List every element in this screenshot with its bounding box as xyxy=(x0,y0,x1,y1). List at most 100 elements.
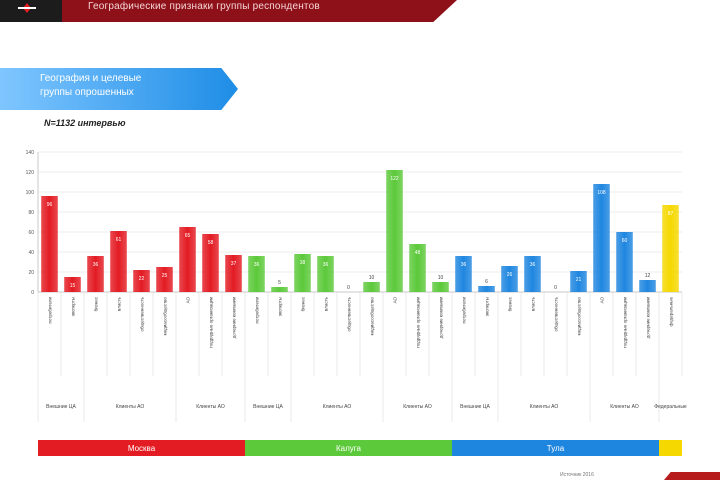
region-label: Москва xyxy=(128,444,156,453)
region-label: Калуга xyxy=(336,444,362,453)
bar xyxy=(409,244,426,292)
bar-value-label: 10 xyxy=(369,275,375,281)
bar-value-label: 65 xyxy=(185,233,191,239)
bar-value-label: 60 xyxy=(622,238,628,244)
brand-block xyxy=(0,0,62,22)
x-tick-label: дочерние компании xyxy=(439,297,444,339)
x-tick-label: власть xyxy=(324,296,329,311)
bar xyxy=(501,266,518,292)
x-tick-label: потребители xyxy=(462,297,467,324)
group-label: Федеральные xyxy=(654,404,687,410)
x-tick-label: АО xyxy=(186,297,191,304)
bar-value-label: 36 xyxy=(323,262,329,268)
bar-value-label: 96 xyxy=(47,202,53,208)
bar xyxy=(87,256,104,292)
x-tick-label: бизнес xyxy=(508,296,513,311)
section-title-line1: География и целевые xyxy=(40,73,142,84)
bar xyxy=(317,256,334,292)
group-label: Клиенты АО xyxy=(403,404,432,410)
bar xyxy=(593,184,610,292)
x-tick-label: потребители xyxy=(48,297,53,324)
bar xyxy=(271,287,288,292)
x-tick-label: федеральные xyxy=(669,297,674,327)
x-tick-label: потребители xyxy=(255,297,260,324)
bar-value-label: 10 xyxy=(438,275,444,281)
y-tick-label: 40 xyxy=(28,250,34,256)
sample-size-note: N=1132 интервью xyxy=(44,118,126,128)
x-tick-label: эксперты xyxy=(278,297,283,316)
bar xyxy=(202,234,219,292)
y-tick-label: 120 xyxy=(26,170,35,176)
footer-tab xyxy=(664,472,720,480)
group-label: Внешние ЦА xyxy=(460,404,490,410)
bar xyxy=(64,277,81,292)
bar-value-label: 25 xyxy=(162,273,168,279)
bar xyxy=(639,280,656,292)
bar xyxy=(386,170,403,292)
group-label: Клиенты АО xyxy=(530,404,559,410)
footer-note: Источник 2016 xyxy=(560,472,594,478)
bar xyxy=(133,270,150,292)
bar xyxy=(110,231,127,292)
company-logo xyxy=(18,3,36,13)
bar-value-label: 87 xyxy=(668,211,674,217)
y-tick-label: 0 xyxy=(31,290,34,296)
y-tick-label: 20 xyxy=(28,270,34,276)
bar xyxy=(455,256,472,292)
region-band xyxy=(659,440,682,456)
y-tick-label: 140 xyxy=(26,150,35,156)
bar-value-label: 38 xyxy=(300,260,306,266)
bar-value-label: 108 xyxy=(597,190,606,196)
group-label: Клиенты АО xyxy=(323,404,352,410)
x-tick-label: эксперты xyxy=(71,297,76,316)
x-tick-label: подрядные организации xyxy=(623,297,628,348)
title-band xyxy=(62,0,457,22)
bar-value-label: 37 xyxy=(231,261,237,267)
bar-value-label: 21 xyxy=(576,277,582,283)
bar-value-label: 48 xyxy=(415,250,421,256)
group-label: Внешние ЦА xyxy=(46,404,76,410)
bar xyxy=(616,232,633,292)
x-tick-label: медиасообщество xyxy=(577,297,582,336)
page-title: Географические признаки группы респонден… xyxy=(88,1,320,12)
bar-value-label: 36 xyxy=(93,262,99,268)
bar-value-label: 5 xyxy=(278,280,281,286)
bar-value-label: 36 xyxy=(461,262,467,268)
bar xyxy=(225,255,242,292)
bar xyxy=(662,205,679,292)
bar-value-label: 22 xyxy=(139,276,145,282)
region-band xyxy=(245,440,452,456)
bar xyxy=(41,196,58,292)
bar xyxy=(179,227,196,292)
x-tick-label: бизнес xyxy=(94,296,99,311)
group-label: Клиенты АО xyxy=(116,404,145,410)
bar-value-label: 36 xyxy=(530,262,536,268)
bar xyxy=(248,256,265,292)
x-tick-label: эксперты xyxy=(485,297,490,316)
section-title: География и целевые группы опрошенных xyxy=(40,72,220,100)
bar-chart: 02040608010012014096потребители15эксперт… xyxy=(26,150,687,456)
x-tick-label: власть xyxy=(531,296,536,311)
group-label: Клиенты АО xyxy=(196,404,225,410)
bar-value-label: 0 xyxy=(347,285,350,291)
x-tick-label: общественность xyxy=(554,296,559,331)
bar-value-label: 122 xyxy=(390,176,399,182)
region-label: Тула xyxy=(547,444,565,453)
bar-value-label: 26 xyxy=(507,272,513,278)
bar-value-label: 36 xyxy=(254,262,260,268)
bar xyxy=(363,282,380,292)
x-tick-label: дочерние компании xyxy=(232,297,237,339)
bar xyxy=(156,267,173,292)
x-tick-label: АО xyxy=(600,297,605,304)
bar-value-label: 6 xyxy=(485,279,488,285)
y-tick-label: 100 xyxy=(26,190,35,196)
y-tick-label: 60 xyxy=(28,230,34,236)
x-tick-label: медиасообщество xyxy=(370,297,375,336)
group-label: Клиенты АО xyxy=(610,404,639,410)
x-tick-label: бизнес xyxy=(301,296,306,311)
x-tick-label: медиасообщество xyxy=(163,297,168,336)
y-tick-label: 80 xyxy=(28,210,34,216)
section-title-line2: группы опрошенных xyxy=(40,87,134,98)
bar-value-label: 12 xyxy=(645,273,651,279)
bar-value-label: 15 xyxy=(70,283,76,289)
